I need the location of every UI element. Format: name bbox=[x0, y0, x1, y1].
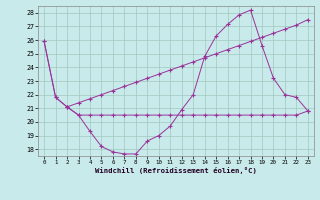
X-axis label: Windchill (Refroidissement éolien,°C): Windchill (Refroidissement éolien,°C) bbox=[95, 167, 257, 174]
